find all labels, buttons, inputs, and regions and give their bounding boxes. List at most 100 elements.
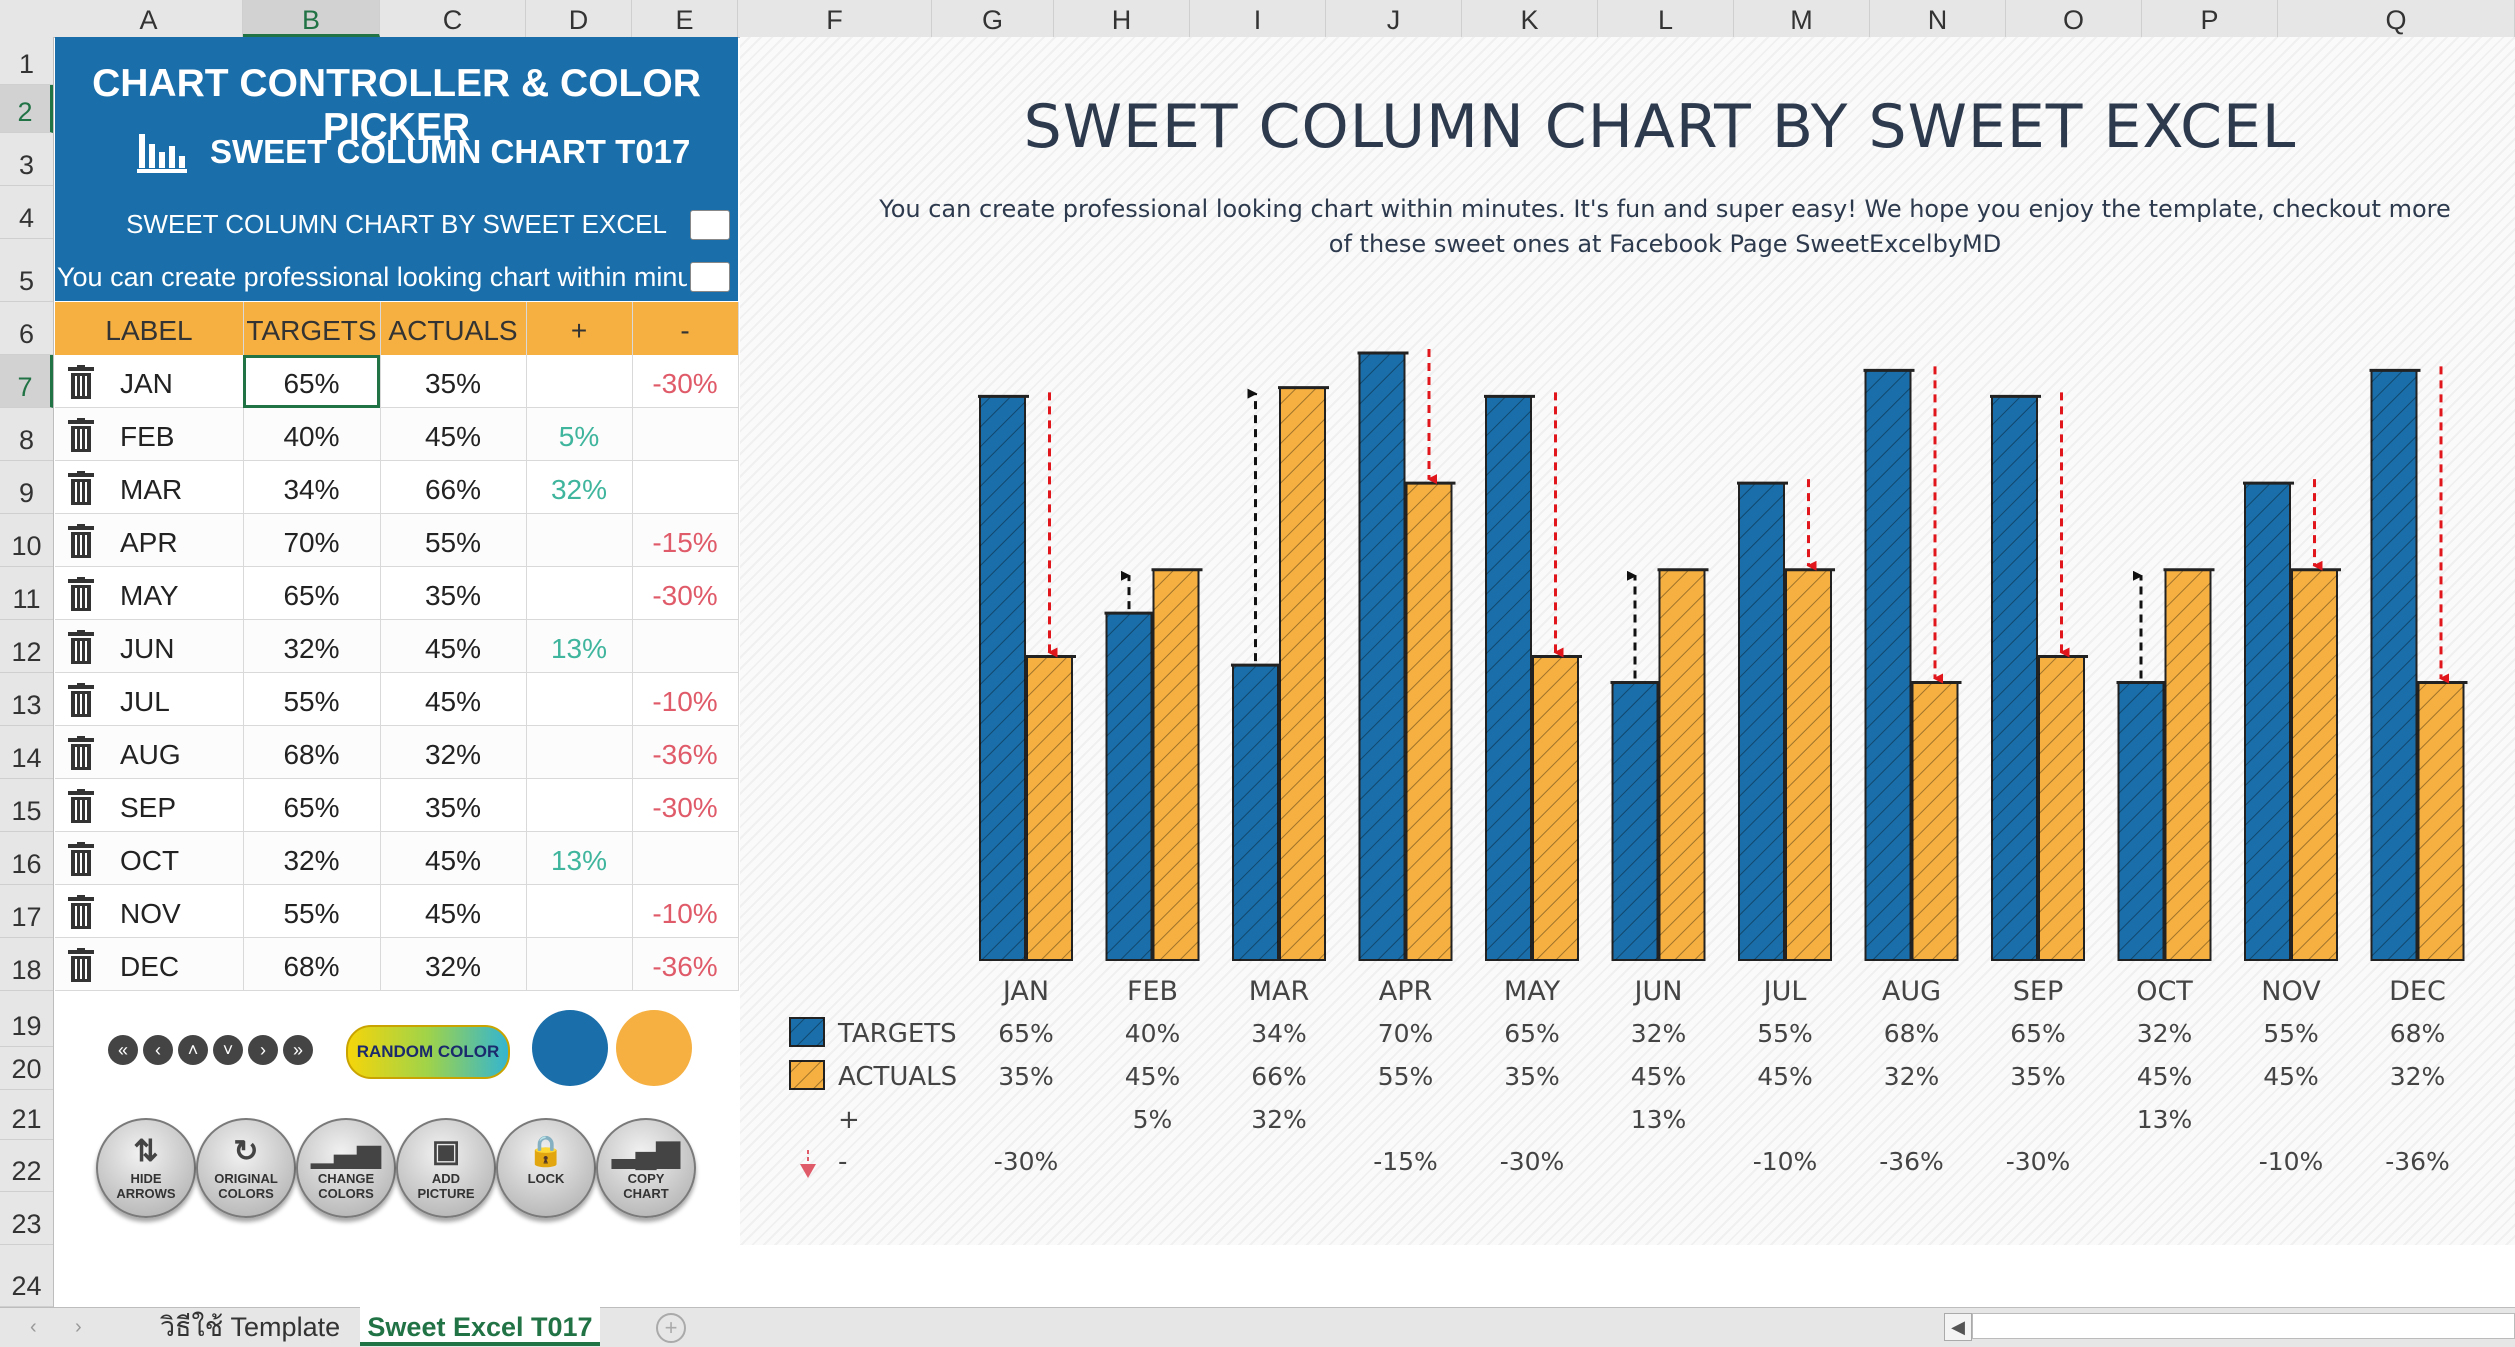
row-header-23[interactable]: 23 xyxy=(0,1192,53,1245)
trash-icon[interactable] xyxy=(66,577,96,613)
copy-chart-button[interactable]: ▂▄▆ COPY CHART xyxy=(596,1118,696,1218)
cell-minus[interactable]: -10% xyxy=(652,898,718,929)
cell-target[interactable]: 70% xyxy=(283,527,340,558)
cell-minus[interactable]: -30% xyxy=(652,792,718,823)
cell-minus[interactable]: -15% xyxy=(652,527,718,558)
cell-plus[interactable] xyxy=(526,673,632,726)
cell-target[interactable]: 68% xyxy=(283,739,340,770)
row-header-16[interactable]: 16 xyxy=(0,832,53,885)
trash-icon[interactable] xyxy=(66,630,96,666)
row-header-4[interactable]: 4 xyxy=(0,186,53,239)
cell-label[interactable]: JUL xyxy=(120,686,170,717)
selected-cell[interactable] xyxy=(243,355,380,408)
row-header-18[interactable]: 18 xyxy=(0,938,53,991)
cell-plus[interactable] xyxy=(526,726,632,779)
refresh-button[interactable]: ↻ ORIGINAL COLORS xyxy=(196,1118,296,1218)
cell-plus[interactable]: 13% xyxy=(550,633,608,664)
cell-target[interactable]: 65% xyxy=(283,368,340,399)
cell-actual[interactable]: 35% xyxy=(424,368,482,399)
cell-plus[interactable] xyxy=(526,938,632,991)
chart-title-cell[interactable]: SWEET COLUMN CHART BY SWEET EXCEL xyxy=(126,209,667,239)
add-sheet-icon[interactable]: + xyxy=(656,1313,686,1343)
cell-target[interactable]: 55% xyxy=(283,898,340,929)
column-header-c[interactable]: C xyxy=(380,0,526,37)
row-header-20[interactable]: 20 xyxy=(0,1047,53,1090)
comment-icon[interactable] xyxy=(690,210,730,240)
trash-icon[interactable] xyxy=(66,895,96,931)
row-header-17[interactable]: 17 xyxy=(0,885,53,938)
cell-target[interactable]: 68% xyxy=(283,951,340,982)
cell-target[interactable]: 55% xyxy=(283,686,340,717)
cell-actual[interactable]: 35% xyxy=(424,580,482,611)
cell-actual[interactable]: 32% xyxy=(424,951,482,982)
column-header-d[interactable]: D xyxy=(526,0,632,37)
column-header-k[interactable]: K xyxy=(1462,0,1598,37)
cell-plus[interactable]: 13% xyxy=(550,845,608,876)
hscroll-left-button[interactable]: ◀ xyxy=(1944,1313,1972,1341)
cell-actual[interactable]: 45% xyxy=(424,633,482,664)
hide-arrows-button[interactable]: ⇅ HIDE ARROWS xyxy=(96,1118,196,1218)
trash-icon[interactable] xyxy=(66,471,96,507)
bar-chart-button[interactable]: ▁▃▅ CHANGE COLORS xyxy=(296,1118,396,1218)
column-header-e[interactable]: E xyxy=(632,0,738,37)
comment-icon[interactable] xyxy=(690,262,730,292)
random-color-button[interactable]: RANDOM COLOR xyxy=(346,1025,510,1079)
row-header-15[interactable]: 15 xyxy=(0,779,53,832)
cell-plus[interactable] xyxy=(526,567,632,620)
chart-area[interactable] xyxy=(740,37,2515,1245)
column-header-b[interactable]: B xyxy=(243,0,380,37)
cell-label[interactable]: AUG xyxy=(120,739,181,770)
cell-label[interactable]: FEB xyxy=(120,421,175,452)
sheet-scroll-right-icon[interactable]: › xyxy=(75,1316,82,1338)
nav-first-button[interactable]: « xyxy=(108,1035,138,1065)
cell-label[interactable]: OCT xyxy=(120,845,180,876)
column-header-o[interactable]: O xyxy=(2006,0,2142,37)
row-header-1[interactable]: 1 xyxy=(0,37,53,85)
row-header-11[interactable]: 11 xyxy=(0,567,53,620)
cell-target[interactable]: 65% xyxy=(283,580,340,611)
cell-label[interactable]: JAN xyxy=(120,368,173,399)
cell-label[interactable]: NOV xyxy=(120,898,181,929)
cell-plus[interactable]: 5% xyxy=(558,421,600,452)
row-header-9[interactable]: 9 xyxy=(0,461,53,514)
row-header-19[interactable]: 19 xyxy=(0,991,53,1047)
cell-plus[interactable]: 32% xyxy=(550,474,608,505)
row-header-13[interactable]: 13 xyxy=(0,673,53,726)
cell-actual[interactable]: 45% xyxy=(424,845,482,876)
chart-subtitle-cell[interactable]: You can create professional looking char… xyxy=(57,262,687,292)
cell-label[interactable]: DEC xyxy=(120,951,180,982)
column-header-i[interactable]: I xyxy=(1190,0,1326,37)
cell-plus[interactable] xyxy=(526,885,632,938)
cell-plus[interactable] xyxy=(526,779,632,832)
cell-target[interactable]: 32% xyxy=(283,845,340,876)
cell-minus[interactable]: -36% xyxy=(652,739,718,770)
cell-actual[interactable]: 45% xyxy=(424,898,482,929)
row-header-2[interactable]: 2 xyxy=(0,85,53,133)
cell-minus[interactable]: -36% xyxy=(652,951,718,982)
cell-target[interactable]: 40% xyxy=(283,421,340,452)
nav-down-button[interactable]: ˅ xyxy=(213,1035,243,1065)
nav-last-button[interactable]: » xyxy=(283,1035,313,1065)
picture-button[interactable]: ▣ ADD PICTURE xyxy=(396,1118,496,1218)
cell-label[interactable]: JUN xyxy=(120,633,175,664)
column-header-j[interactable]: J xyxy=(1326,0,1462,37)
lock-button[interactable]: 🔒 LOCK xyxy=(496,1118,596,1218)
trash-icon[interactable] xyxy=(66,524,96,560)
column-header-p[interactable]: P xyxy=(2142,0,2278,37)
column-header-l[interactable]: L xyxy=(1598,0,1734,37)
nav-next-button[interactable]: › xyxy=(248,1035,278,1065)
row-header-24[interactable]: 24 xyxy=(0,1245,53,1307)
cell-minus[interactable]: -30% xyxy=(652,580,718,611)
column-header-a[interactable]: A xyxy=(55,0,243,37)
trash-icon[interactable] xyxy=(66,683,96,719)
row-header-21[interactable]: 21 xyxy=(0,1090,53,1140)
cell-minus[interactable]: -10% xyxy=(652,686,718,717)
sheet-scroll-left-icon[interactable]: ‹ xyxy=(30,1316,37,1338)
trash-icon[interactable] xyxy=(66,789,96,825)
row-header-12[interactable]: 12 xyxy=(0,620,53,673)
column-header-g[interactable]: G xyxy=(932,0,1054,37)
cell-label[interactable]: MAY xyxy=(120,580,179,611)
cell-minus[interactable] xyxy=(632,620,738,673)
trash-icon[interactable] xyxy=(66,842,96,878)
cell-actual[interactable]: 66% xyxy=(424,474,482,505)
